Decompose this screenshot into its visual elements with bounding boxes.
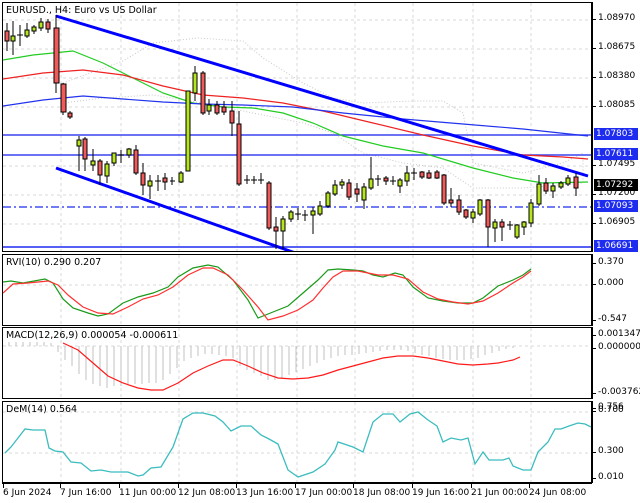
macd-pane[interactable]: MACD(12,26,9) 0.000054 -0.000611 [2, 327, 592, 399]
time-label: 6 Jun 2024 [3, 484, 52, 498]
macd-label: MACD(12,26,9) 0.000054 -0.000611 [6, 330, 179, 341]
dem-tick: 0.010 [592, 472, 624, 482]
price-tick: 1.06905 [591, 217, 635, 227]
macd-chart [3, 328, 591, 398]
dem-axis: 0.756 0.700 0.300 0.010 [592, 401, 640, 483]
price-tick: 1.08970 [591, 13, 635, 23]
rvi-tick: -0.547 [591, 314, 627, 324]
time-label: 21 Jun 00:00 [471, 484, 529, 498]
price-tick: 1.08380 [591, 71, 635, 81]
price-tick: 1.08675 [591, 42, 635, 52]
rvi-label: RVI(10) 0.290 0.207 [6, 257, 102, 268]
rvi-chart [3, 255, 591, 325]
price-tick: 1.08085 [591, 100, 635, 110]
price-pane[interactable]: EURUSD., H4: Euro vs US Dollar [2, 2, 592, 252]
time-label: 7 Jun 16:00 [60, 484, 112, 498]
price-chart [3, 3, 591, 251]
dem-tick: 0.300 [592, 446, 624, 456]
dem-tick: 0.700 [592, 405, 624, 415]
dem-label: DeM(14) 0.564 [6, 404, 78, 415]
resistance-level-tag: 1.07803 [594, 128, 638, 140]
rvi-pane[interactable]: RVI(10) 0.290 0.207 [2, 254, 592, 326]
macd-axis: 0.001347 0.000000 -0.003762 [591, 327, 640, 399]
dem-tick: 0.756 [592, 402, 624, 412]
pivot-level-tag: 1.07093 [594, 200, 638, 212]
time-label: 24 Jun 08:00 [529, 484, 587, 498]
time-label: 18 Jun 08:00 [353, 484, 411, 498]
price-tick: 1.07200 [591, 188, 635, 198]
macd-tick: 0.001347 [592, 329, 640, 339]
resistance-level-tag: 1.07611 [594, 148, 638, 160]
time-label: 12 Jun 08:00 [178, 484, 236, 498]
dem-chart [3, 402, 591, 482]
price-axis[interactable]: 1.08970 1.08675 1.08380 1.08085 1.07495 … [591, 2, 640, 252]
time-label: 11 Jun 00:00 [119, 484, 177, 498]
dem-pane[interactable]: DeM(14) 0.564 [2, 401, 592, 483]
rvi-tick: 0.000 [592, 278, 624, 288]
current-price-tag: 1.07292 [594, 179, 638, 191]
macd-tick: 0.000000 [592, 342, 640, 352]
rvi-tick: 0.370 [592, 257, 624, 267]
time-axis[interactable]: 6 Jun 2024 7 Jun 16:00 11 Jun 00:00 12 J… [2, 483, 592, 503]
time-label: 19 Jun 16:00 [412, 484, 470, 498]
macd-tick: -0.003762 [591, 387, 640, 397]
chart-title: EURUSD., H4: Euro vs US Dollar [6, 5, 157, 16]
support-level-tag: 1.06691 [594, 240, 638, 252]
time-label: 17 Jun 00:00 [295, 484, 353, 498]
rvi-axis: 0.370 0.000 -0.547 [591, 254, 640, 326]
time-label: 13 Jun 16:00 [236, 484, 294, 498]
price-tick: 1.07495 [591, 159, 635, 169]
